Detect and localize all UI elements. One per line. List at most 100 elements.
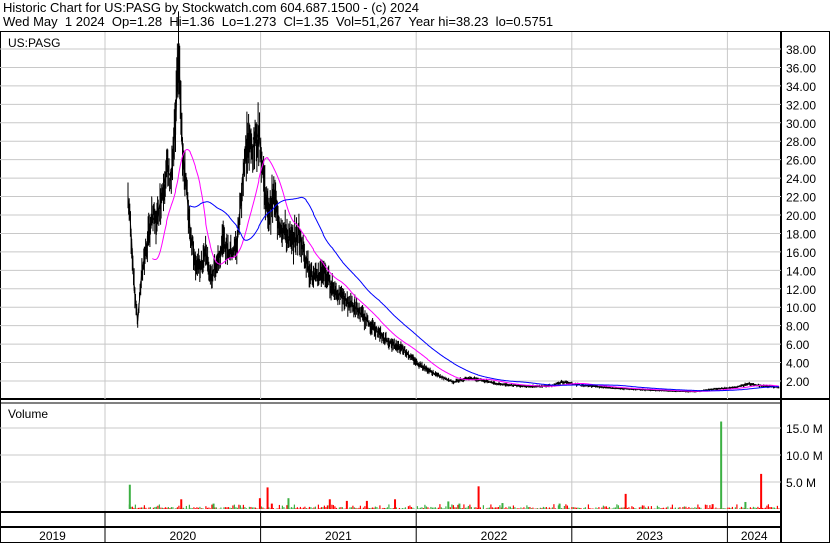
volume-bar: [296, 507, 299, 509]
volume-bar: [437, 507, 440, 509]
y-tick-label: 10.00: [786, 301, 816, 315]
short-moving-average-line: [152, 148, 779, 392]
volume-bar: [233, 504, 236, 509]
volume-bar: [299, 506, 302, 509]
volume-bar: [470, 507, 473, 509]
volume-bar: [163, 508, 165, 509]
volume-bar: [697, 504, 699, 509]
volume-bar: [734, 507, 737, 509]
y-tick-label: 36.00: [786, 61, 816, 75]
volume-bar: [401, 508, 404, 509]
volume-bar: [223, 507, 225, 509]
volume-bar: [628, 507, 630, 509]
volume-bar: [658, 507, 660, 509]
volume-bar: [130, 506, 132, 509]
volume-bar: [740, 506, 743, 509]
volume-bar: [403, 508, 405, 509]
volume-bar: [646, 508, 648, 509]
volume-bar: [749, 507, 752, 509]
volume-bar: [505, 507, 507, 509]
volume-bar: [214, 507, 216, 509]
volume-bar: [686, 508, 689, 509]
volume-bar: [477, 486, 480, 509]
volume-bar: [682, 507, 684, 509]
volume-bar: [172, 507, 174, 509]
volume-bar: [196, 507, 198, 509]
volume-bar: [718, 508, 720, 509]
volume-bar: [140, 507, 143, 509]
volume-bar: [158, 504, 161, 509]
volume-bar: [434, 507, 437, 509]
volume-bar: [485, 508, 488, 509]
volume-bar: [215, 507, 218, 509]
volume-bar: [692, 508, 695, 509]
volume-bar: [596, 508, 599, 509]
volume-bar: [232, 505, 234, 509]
volume-bar: [595, 507, 597, 509]
volume-bar: [527, 507, 530, 509]
volume-bar: [706, 504, 708, 509]
volume-bar: [619, 507, 621, 509]
volume-bar: [710, 507, 713, 509]
volume-bar: [671, 504, 674, 509]
volume-bar: [520, 507, 522, 509]
volume-bar: [238, 504, 240, 509]
y-tick-label: 15.0 M: [786, 422, 823, 436]
volume-bar: [704, 504, 707, 509]
volume-bar: [368, 507, 371, 509]
volume-bar: [769, 507, 771, 509]
y-tick-label: 38.00: [786, 43, 816, 57]
y-tick-label: 22.00: [786, 191, 816, 205]
volume-bar: [488, 507, 491, 509]
y-tick-label: 14.00: [786, 264, 816, 278]
volume-bar: [277, 508, 279, 509]
x-tick-label: 2020: [169, 529, 196, 543]
volume-bar: [535, 508, 537, 509]
volume-bar: [532, 507, 534, 509]
volume-bar: [542, 506, 545, 509]
volume-bar: [755, 507, 758, 509]
volume-bar: [752, 506, 755, 509]
volume-bar: [227, 507, 230, 509]
chart-border: [0, 31, 830, 543]
volume-bar: [731, 506, 734, 509]
volume-bar: [677, 507, 680, 509]
volume-bar: [776, 505, 779, 509]
y-tick-label: 5.0 M: [786, 476, 816, 490]
volume-bar: [722, 508, 725, 509]
volume-bar: [578, 507, 581, 509]
volume-bar: [545, 507, 548, 509]
volume-bar: [205, 506, 207, 509]
volume-bar: [670, 507, 672, 509]
volume-bar: [317, 504, 320, 509]
y-tick-label: 34.00: [786, 80, 816, 94]
volume-bar: [332, 505, 335, 509]
volume-bar: [757, 506, 759, 509]
volume-bar: [767, 504, 770, 509]
volume-bar: [715, 507, 717, 509]
volume-bar: [614, 507, 617, 509]
volume-bar: [620, 507, 623, 509]
volume-bar: [568, 507, 570, 509]
volume-bar: [602, 505, 605, 509]
volume-bar: [512, 505, 515, 509]
volume-bar: [763, 508, 765, 509]
volume-bar: [334, 506, 336, 509]
volume-bar: [640, 506, 642, 509]
volume-bar: [511, 508, 513, 509]
volume-bar: [601, 507, 603, 509]
volume-bar: [778, 508, 780, 509]
volume-bar: [447, 501, 450, 509]
volume-bar: [199, 506, 201, 509]
volume-bar: [148, 507, 150, 509]
volume-bar: [404, 507, 407, 509]
volume-bar: [736, 504, 738, 509]
volume-bar: [145, 507, 147, 509]
volume-bar: [419, 507, 422, 509]
volume-bar: [319, 508, 321, 509]
volume-bar: [509, 506, 512, 509]
volume-bar: [571, 507, 573, 509]
volume-bar: [452, 505, 455, 509]
volume-bar: [443, 508, 446, 509]
